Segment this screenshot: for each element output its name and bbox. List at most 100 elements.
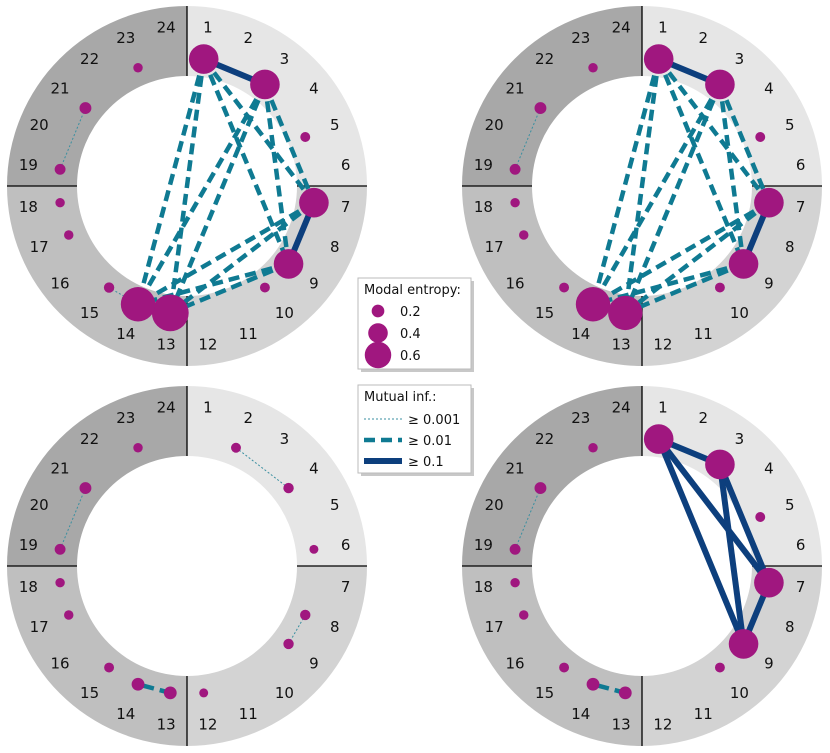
node-23 — [588, 443, 598, 453]
entropy-legend: Modal entropy: 0.2 0.4 0.6 — [357, 277, 474, 372]
edge-3-14 — [591, 83, 722, 306]
position-label-18: 18 — [19, 578, 38, 596]
ring-quadrant-1 — [187, 386, 367, 566]
node-17 — [519, 610, 529, 620]
node-7 — [754, 187, 784, 218]
edge-19-21 — [59, 487, 86, 550]
position-label-21: 21 — [506, 460, 525, 478]
node-5 — [755, 512, 766, 522]
entropy-legend-marker-2 — [368, 323, 388, 343]
position-label-5: 5 — [330, 496, 340, 514]
position-label-6: 6 — [341, 156, 351, 174]
node-14 — [131, 677, 145, 691]
position-label-8: 8 — [785, 238, 795, 256]
node-15 — [559, 282, 570, 293]
position-label-2: 2 — [243, 29, 253, 47]
position-label-12: 12 — [653, 716, 672, 734]
edge-1-7 — [656, 437, 772, 585]
position-label-10: 10 — [275, 684, 294, 702]
position-label-14: 14 — [116, 325, 135, 343]
node-23 — [133, 63, 143, 73]
edge-3-9 — [262, 84, 291, 265]
position-label-5: 5 — [330, 116, 340, 134]
position-label-24: 24 — [157, 18, 176, 36]
edge-19-21 — [59, 107, 86, 170]
node-12 — [199, 688, 209, 698]
position-label-13: 13 — [612, 716, 631, 734]
node-9 — [273, 249, 304, 279]
entropy-legend-label-2: 0.4 — [400, 327, 421, 342]
position-label-13: 13 — [157, 716, 176, 734]
edge-1-14 — [135, 58, 206, 305]
ring-quadrant-4 — [462, 6, 642, 186]
node-6 — [309, 544, 319, 554]
node-9 — [728, 629, 759, 659]
entropy-legend-marker-1 — [371, 304, 385, 318]
node-1 — [643, 424, 674, 454]
node-18 — [55, 577, 65, 588]
edge-9-13 — [169, 261, 290, 315]
position-label-22: 22 — [80, 430, 99, 448]
entropy-legend-title: Modal entropy: — [364, 283, 461, 298]
edge-19-21 — [514, 487, 541, 550]
position-label-13: 13 — [157, 336, 176, 354]
edge-1-7 — [656, 57, 771, 205]
node-18 — [55, 197, 65, 208]
position-label-4: 4 — [309, 80, 319, 98]
position-label-4: 4 — [764, 80, 774, 98]
node-3 — [705, 69, 735, 100]
position-label-3: 3 — [280, 50, 290, 68]
edge-3-7 — [717, 83, 771, 204]
ring-quadrant-3 — [7, 186, 187, 366]
position-label-6: 6 — [796, 536, 806, 554]
edge-7-13 — [168, 200, 316, 315]
position-label-12: 12 — [198, 716, 217, 734]
position-label-16: 16 — [51, 274, 70, 292]
entropy-legend-marker-3 — [364, 341, 392, 369]
edge-3-14 — [136, 83, 267, 306]
node-3 — [250, 69, 280, 100]
edge-3-9 — [717, 84, 746, 265]
position-label-14: 14 — [571, 325, 590, 343]
node-3 — [705, 449, 735, 480]
position-label-11: 11 — [239, 705, 258, 723]
ring-quadrant-3 — [462, 566, 642, 746]
node-15 — [104, 662, 115, 673]
node-13 — [618, 686, 632, 700]
node-21 — [79, 482, 92, 494]
node-18 — [510, 577, 520, 588]
edge-1-14 — [590, 58, 661, 305]
edge-1-7 — [201, 57, 316, 205]
position-label-8: 8 — [330, 238, 340, 256]
node-10 — [714, 282, 725, 293]
node-18 — [510, 197, 520, 208]
position-label-3: 3 — [280, 430, 290, 448]
position-label-2: 2 — [698, 409, 708, 427]
ring-quadrant-1 — [642, 6, 822, 186]
edge-7-13 — [623, 200, 771, 315]
position-label-1: 1 — [203, 398, 213, 416]
position-label-7: 7 — [796, 578, 806, 596]
node-19 — [54, 163, 66, 175]
ring-quadrant-2 — [642, 566, 822, 746]
node-10 — [259, 282, 270, 293]
position-label-17: 17 — [30, 238, 49, 256]
ring-quadrant-3 — [7, 566, 187, 746]
node-19 — [509, 543, 521, 555]
position-label-23: 23 — [116, 29, 135, 47]
ring-quadrant-4 — [7, 6, 187, 186]
position-label-19: 19 — [474, 156, 493, 174]
position-label-8: 8 — [785, 618, 795, 636]
position-label-15: 15 — [80, 684, 99, 702]
edge-2-4 — [235, 447, 289, 489]
edge-1-13 — [168, 58, 206, 314]
node-15 — [559, 662, 570, 673]
position-label-1: 1 — [658, 398, 668, 416]
node-7 — [754, 567, 784, 598]
ring-quadrant-2 — [642, 186, 822, 366]
position-label-4: 4 — [309, 460, 319, 478]
node-14 — [586, 677, 600, 691]
